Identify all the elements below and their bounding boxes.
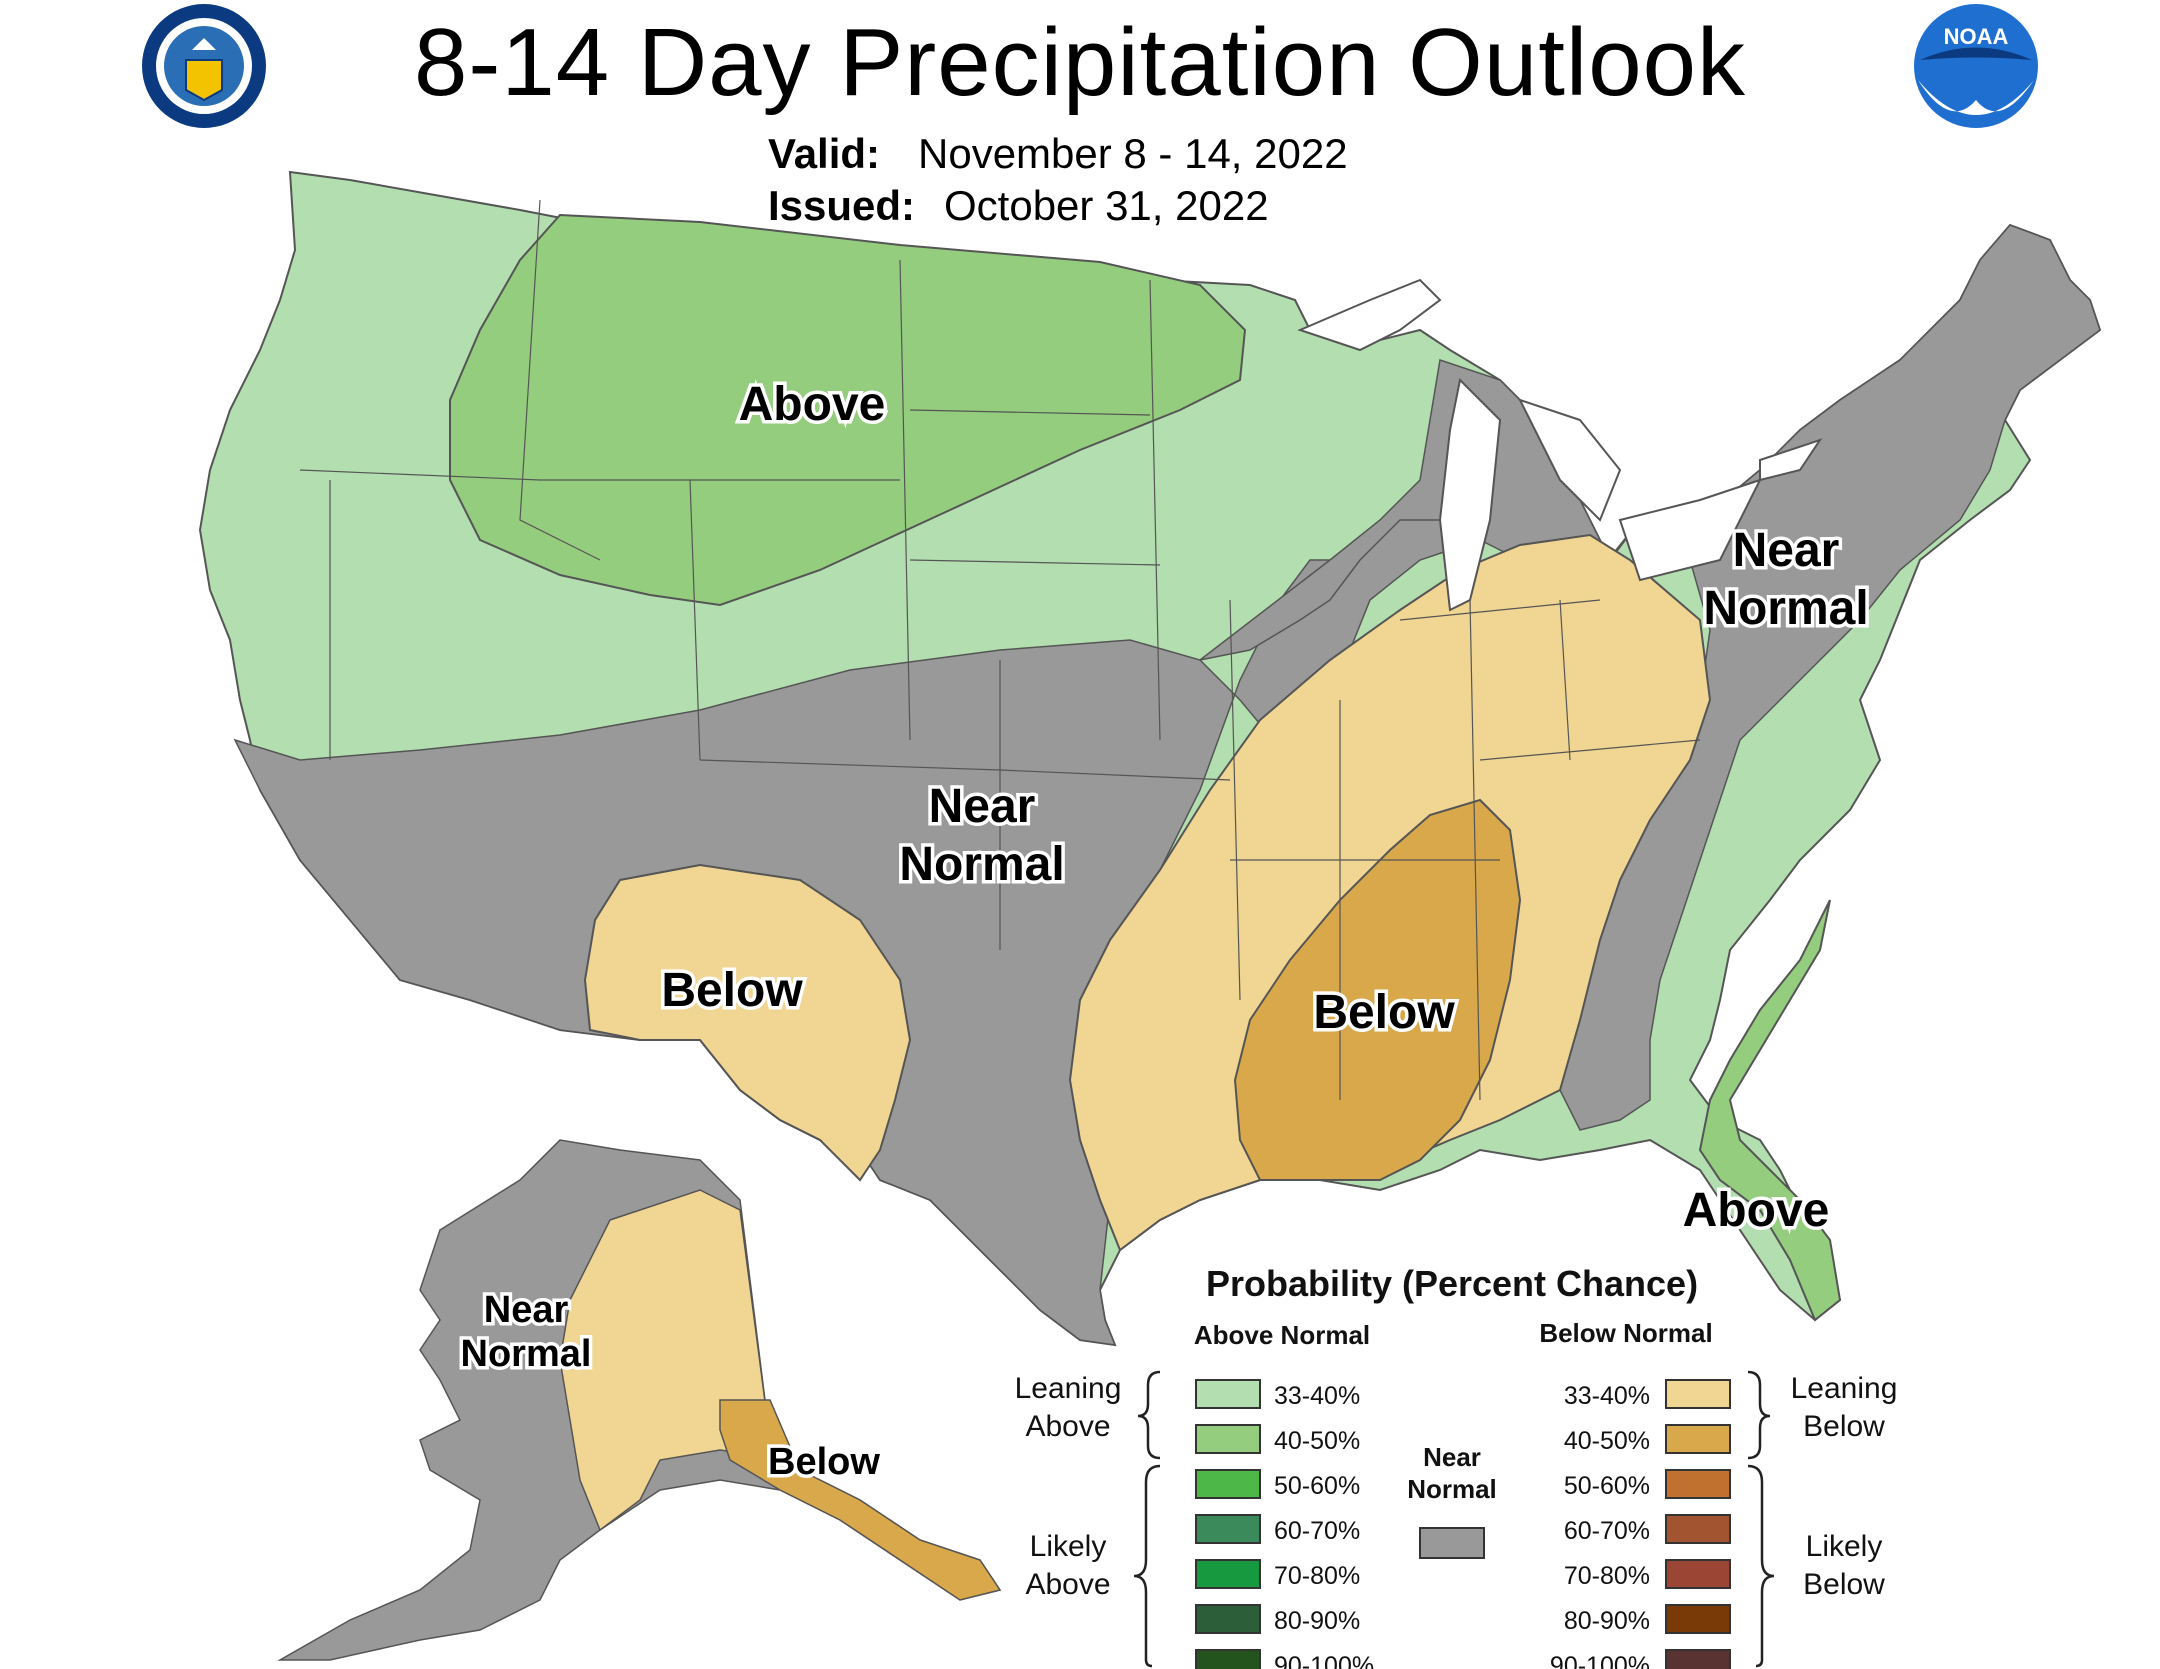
below-region-southwest	[583, 863, 912, 1182]
legend-near-normal-swatch	[1419, 1527, 1485, 1559]
legend-above-header: Above Normal	[1194, 1320, 1370, 1350]
noaa-logo: NOAA	[1914, 4, 2038, 128]
legend-above-swatches: 33-40% 40-50% 50-60% 60-70% 70-80% 80-90% 90-1…	[1195, 1379, 1374, 1669]
legend-title: Probability (Percent Chance)	[1206, 1263, 1698, 1304]
above-region-north	[449, 213, 1247, 607]
below-region-mississippi-valley	[1233, 798, 1522, 1181]
page-title: 8-14 Day Precipitation Outlook	[414, 9, 1746, 116]
legend-leaning-below-2: Below	[1803, 1410, 1885, 1443]
label-near-normal-center-2: Normal	[899, 838, 1064, 891]
legend-likely-below-1: Likely	[1806, 1530, 1883, 1563]
legend: Probability (Percent Chance) Above Norma…	[1015, 1263, 1898, 1669]
legend-below-swatch-2	[1665, 1469, 1731, 1499]
label-below-south: Below	[1313, 986, 1455, 1039]
legend-leaning-above-2: Above	[1025, 1410, 1110, 1443]
legend-braces	[1133, 1370, 1775, 1668]
label-near-normal-center-1: Near	[929, 780, 1036, 833]
legend-likely-above-1: Likely	[1030, 1530, 1107, 1563]
label-above-north: Above	[739, 378, 886, 431]
legend-above-swatch-5	[1195, 1604, 1261, 1634]
legend-above-label-5: 80-90%	[1274, 1607, 1360, 1635]
label-near-normal-ne-2: Normal	[1703, 582, 1868, 635]
legend-below-label-6: 90-100%	[1550, 1652, 1650, 1669]
conus-map	[198, 170, 2102, 1347]
legend-above-swatch-2	[1195, 1469, 1261, 1499]
legend-above-label-3: 60-70%	[1274, 1517, 1360, 1545]
legend-above-label-4: 70-80%	[1274, 1562, 1360, 1590]
legend-above-label-6: 90-100%	[1274, 1652, 1374, 1669]
label-near-normal-ne-1: Near	[1733, 524, 1840, 577]
label-near-normal-alaska-2: Normal	[461, 1333, 592, 1375]
legend-above-label-1: 40-50%	[1274, 1427, 1360, 1455]
great-lakes	[1297, 278, 1823, 612]
legend-above-swatch-0	[1195, 1379, 1261, 1409]
issued-row: Issued: October 31, 2022	[768, 180, 1348, 232]
issued-value: October 31, 2022	[944, 182, 1269, 229]
legend-leaning-above-1: Leaning	[1015, 1372, 1122, 1405]
label-below-alaska: Below	[768, 1441, 880, 1483]
date-block: Valid: November 8 - 14, 2022 Issued: Octob…	[768, 128, 1348, 232]
legend-above-swatch-3	[1195, 1514, 1261, 1544]
legend-likely-below-2: Below	[1803, 1568, 1885, 1601]
legend-below-swatch-4	[1665, 1559, 1731, 1589]
legend-below-swatch-3	[1665, 1514, 1731, 1544]
valid-label: Valid:	[768, 130, 881, 177]
alaska-map	[277, 1139, 1002, 1661]
legend-above-label-2: 50-60%	[1274, 1472, 1360, 1500]
label-near-normal-alaska-1: Near	[484, 1289, 569, 1331]
legend-likely-above-2: Above	[1025, 1568, 1110, 1601]
valid-value: November 8 - 14, 2022	[918, 130, 1348, 177]
state-boundaries	[299, 199, 1701, 1101]
noaa-logo-text: NOAA	[1944, 24, 2009, 49]
legend-below-label-2: 50-60%	[1564, 1472, 1650, 1500]
legend-near-normal-1: Near	[1423, 1442, 1481, 1472]
commerce-seal-logo	[142, 4, 266, 128]
above-region-southeast	[1698, 899, 1842, 1322]
near-normal-region-east	[1199, 224, 2101, 1131]
issued-label: Issued:	[768, 182, 916, 229]
legend-below-label-0: 33-40%	[1564, 1382, 1650, 1410]
legend-below-swatch-1	[1665, 1424, 1731, 1454]
label-above-southeast: Above	[1683, 1184, 1830, 1237]
legend-below-label-1: 40-50%	[1564, 1427, 1650, 1455]
legend-below-label-3: 60-70%	[1564, 1517, 1650, 1545]
legend-below-swatch-5	[1665, 1604, 1731, 1634]
legend-below-swatches: 33-40% 40-50% 50-60% 60-70% 70-80% 80-90% 90-1…	[1550, 1379, 1731, 1669]
legend-leaning-below-1: Leaning	[1791, 1372, 1898, 1405]
legend-above-label-0: 33-40%	[1274, 1382, 1360, 1410]
label-below-southwest: Below	[661, 964, 803, 1017]
legend-below-label-4: 70-80%	[1564, 1562, 1650, 1590]
legend-above-swatch-6	[1195, 1649, 1261, 1669]
below-region-alaska-dark	[719, 1399, 1002, 1601]
legend-above-swatch-1	[1195, 1424, 1261, 1454]
legend-below-label-5: 80-90%	[1564, 1607, 1650, 1635]
legend-below-swatch-6	[1665, 1649, 1731, 1669]
legend-below-header: Below Normal	[1539, 1318, 1712, 1348]
valid-row: Valid: November 8 - 14, 2022	[768, 128, 1348, 180]
legend-above-swatch-4	[1195, 1559, 1261, 1589]
legend-below-swatch-0	[1665, 1379, 1731, 1409]
legend-near-normal-2: Normal	[1407, 1474, 1497, 1504]
